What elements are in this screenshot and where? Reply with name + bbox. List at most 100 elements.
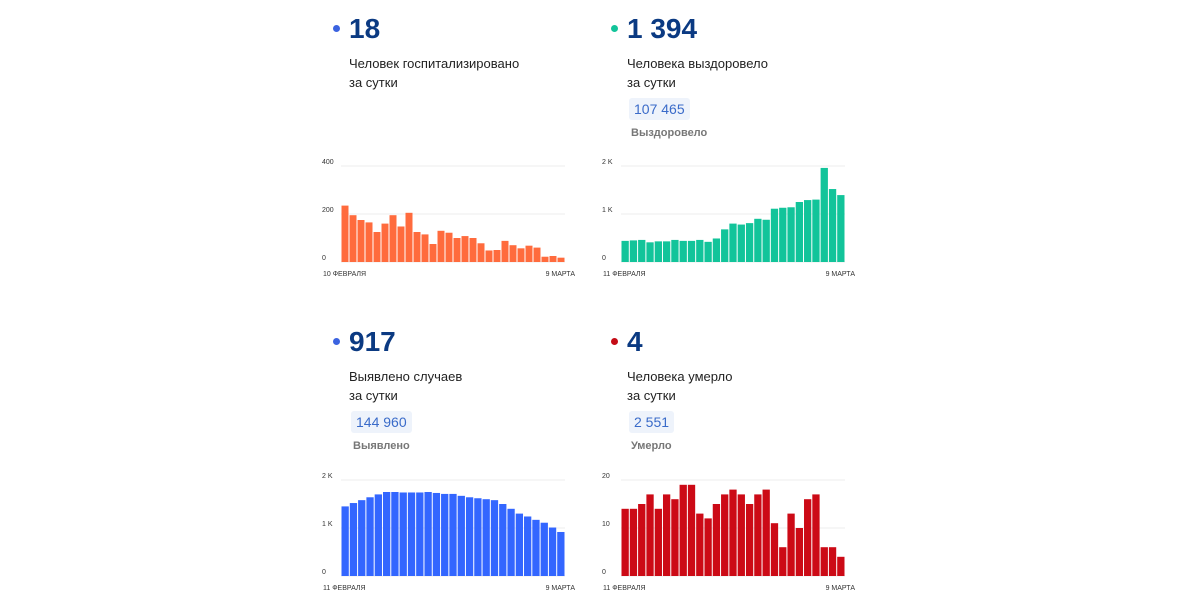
bar bbox=[509, 245, 517, 262]
cases-total-badge: 144 960 bbox=[351, 411, 412, 433]
bar bbox=[837, 556, 845, 576]
bar bbox=[407, 492, 416, 576]
bar bbox=[654, 241, 662, 262]
bar bbox=[820, 167, 828, 262]
bar bbox=[812, 199, 820, 262]
bar bbox=[671, 239, 679, 262]
x-end-label: 9 МАРТА bbox=[826, 585, 856, 592]
bar bbox=[828, 547, 837, 576]
bar bbox=[737, 494, 745, 576]
bar bbox=[795, 528, 804, 576]
bar bbox=[654, 508, 662, 576]
y-tick-label: 0 bbox=[322, 255, 326, 262]
bar bbox=[754, 494, 762, 576]
bar bbox=[461, 236, 469, 262]
bar bbox=[437, 230, 445, 262]
bar bbox=[779, 207, 787, 262]
bar bbox=[729, 223, 737, 262]
cases-chart: 0 1 K 2 K 11 ФЕВРАЛЯ 9 МАРТА bbox=[322, 473, 575, 592]
bar bbox=[397, 226, 405, 262]
label-line: Человек госпитализировано bbox=[349, 56, 520, 71]
bar bbox=[696, 513, 704, 576]
deaths-total-label: Умерло bbox=[631, 440, 672, 452]
bar bbox=[820, 547, 828, 576]
bar bbox=[687, 240, 696, 262]
bar bbox=[679, 484, 687, 576]
bar bbox=[382, 492, 391, 576]
legend-dot-icon bbox=[611, 25, 618, 32]
bar bbox=[357, 220, 365, 262]
bar bbox=[557, 257, 565, 262]
bar bbox=[629, 508, 638, 576]
label-line: за сутки bbox=[349, 388, 398, 403]
hospitalized-value: 18 bbox=[349, 13, 381, 44]
recovered-total-badge: 107 465 bbox=[629, 98, 690, 120]
bar bbox=[381, 223, 389, 262]
bar bbox=[638, 504, 646, 576]
bar bbox=[465, 497, 474, 576]
deaths-label: Человека умерло за сутки bbox=[627, 367, 733, 405]
cases-label: Выявлено случаев за сутки bbox=[349, 367, 462, 405]
bar bbox=[721, 229, 729, 262]
bar bbox=[524, 516, 532, 576]
bar bbox=[493, 250, 501, 262]
x-start-label: 11 ФЕВРАЛЯ bbox=[603, 271, 646, 278]
bar bbox=[421, 234, 429, 262]
bar bbox=[413, 232, 421, 262]
bar bbox=[745, 223, 754, 262]
x-start-label: 10 ФЕВРАЛЯ bbox=[323, 271, 366, 278]
hospitalized-label: Человек госпитализировано за сутки bbox=[349, 54, 519, 92]
bar bbox=[804, 200, 812, 262]
bar bbox=[721, 494, 729, 576]
bar bbox=[745, 504, 754, 576]
bar bbox=[770, 523, 779, 576]
y-tick-label: 0 bbox=[322, 569, 326, 576]
bar bbox=[532, 519, 540, 576]
bar bbox=[671, 499, 679, 576]
bar bbox=[482, 499, 490, 576]
cases-value: 917 bbox=[349, 326, 396, 357]
bar bbox=[704, 518, 712, 576]
bar bbox=[399, 492, 407, 576]
bar bbox=[457, 495, 465, 576]
recovered-value: 1 394 bbox=[627, 13, 698, 44]
bar bbox=[485, 250, 493, 262]
label-line: за сутки bbox=[627, 388, 676, 403]
bar bbox=[391, 492, 399, 576]
bar bbox=[737, 224, 745, 262]
bar bbox=[389, 215, 397, 262]
legend-dot-icon bbox=[333, 25, 340, 32]
bar bbox=[712, 238, 721, 262]
bar bbox=[469, 238, 477, 262]
recovered-total-label: Выздоровело bbox=[631, 127, 708, 139]
bar bbox=[445, 232, 453, 262]
bar bbox=[828, 189, 837, 262]
y-tick-label: 0 bbox=[602, 255, 606, 262]
bar bbox=[405, 212, 413, 262]
x-end-label: 9 МАРТА bbox=[826, 271, 856, 278]
bar bbox=[812, 494, 820, 576]
bar bbox=[358, 500, 366, 576]
bar bbox=[490, 500, 499, 576]
x-end-label: 9 МАРТА bbox=[546, 271, 576, 278]
label-line: за сутки bbox=[627, 75, 676, 90]
x-start-label: 11 ФЕВРАЛЯ bbox=[323, 585, 366, 592]
bar bbox=[754, 218, 762, 262]
bar bbox=[662, 494, 671, 576]
bar bbox=[429, 244, 437, 262]
bar bbox=[499, 504, 507, 576]
label-line: за сутки bbox=[349, 75, 398, 90]
y-tick-label: 2 K bbox=[602, 159, 613, 166]
bar bbox=[646, 494, 654, 576]
bar bbox=[729, 489, 737, 576]
y-tick-label: 0 bbox=[602, 569, 606, 576]
label-line: Человека выздоровело bbox=[627, 56, 768, 71]
bar bbox=[366, 497, 374, 576]
bar bbox=[373, 232, 381, 262]
bar bbox=[374, 494, 382, 576]
y-tick-label: 10 bbox=[602, 521, 610, 528]
bar bbox=[441, 493, 449, 576]
bar bbox=[474, 498, 482, 576]
bar bbox=[621, 240, 629, 262]
deaths-total-badge: 2 551 bbox=[629, 411, 675, 433]
